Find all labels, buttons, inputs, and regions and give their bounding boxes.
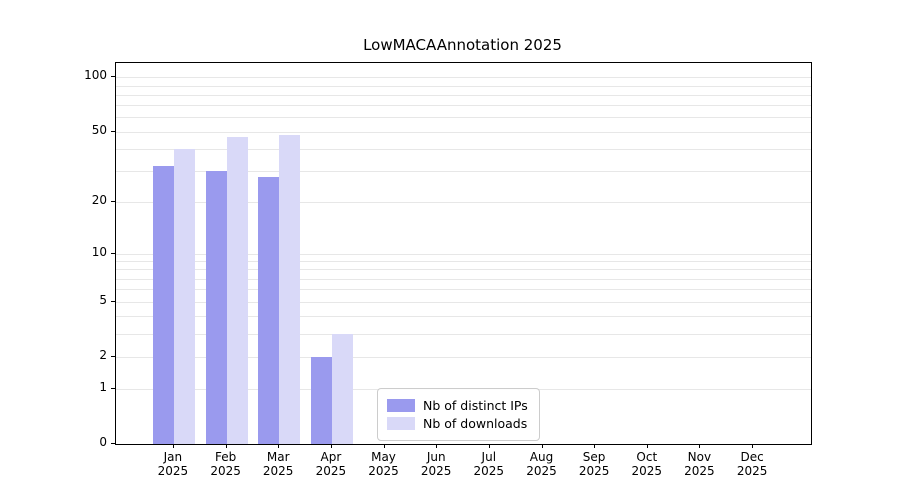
plot-area [115, 62, 812, 445]
x-tick-label-may: May 2025 [368, 450, 399, 479]
x-tick-mark [752, 444, 754, 448]
x-tick-mark [646, 444, 648, 448]
x-tick-mark [699, 444, 701, 448]
bar-feb-downloads [226, 136, 248, 444]
x-tick-mark [330, 444, 332, 448]
y-tick-label: 20 [91, 193, 107, 208]
legend-swatch-downloads [387, 417, 415, 430]
x-tick-label-mar: Mar 2025 [262, 450, 294, 479]
bar-jan-downloads [173, 149, 195, 444]
x-tick-mark [594, 444, 596, 448]
gridline [116, 117, 811, 119]
legend-entry-distinct-ips: Nb of distinct IPs [387, 398, 528, 413]
x-tick-mark [383, 444, 385, 448]
x-tick-mark [172, 444, 174, 448]
y-tick-mark [111, 201, 115, 203]
gridline [116, 77, 811, 79]
x-tick-label-dec: Dec 2025 [736, 450, 768, 479]
y-tick-label: 50 [91, 122, 107, 137]
bar-mar-downloads [279, 134, 301, 444]
y-tick-mark [111, 300, 115, 302]
x-tick-label-apr: Apr 2025 [315, 450, 347, 479]
bar-mar-distinct-ips [258, 176, 280, 444]
y-tick-mark [111, 387, 115, 389]
y-tick-label: 2 [99, 347, 107, 362]
x-tick-mark [278, 444, 280, 448]
y-tick-label: 10 [91, 244, 107, 259]
y-tick-label: 5 [99, 292, 107, 307]
legend-swatch-distinct-ips [387, 399, 415, 412]
y-tick-label: 1 [99, 379, 107, 394]
legend-label-distinct-ips: Nb of distinct IPs [423, 398, 528, 413]
y-tick-mark [111, 130, 115, 132]
bar-jan-distinct-ips [152, 166, 174, 444]
x-tick-label-jan: Jan 2025 [157, 450, 189, 479]
bar-apr-downloads [331, 333, 353, 444]
y-tick-mark [111, 252, 115, 254]
x-tick-mark [225, 444, 227, 448]
legend: Nb of distinct IPs Nb of downloads [377, 388, 540, 441]
y-tick-mark [111, 443, 115, 444]
chart-title: LowMACAAnnotation 2025 [363, 36, 562, 54]
gridline [116, 261, 811, 263]
gridline [116, 105, 811, 107]
gridline [116, 171, 811, 173]
x-tick-label-jul: Jul 2025 [473, 450, 505, 479]
y-tick-label: 0 [99, 435, 107, 449]
x-tick-mark [488, 444, 490, 448]
x-tick-label-jun: Jun 2025 [420, 450, 452, 479]
x-tick-label-nov: Nov 2025 [684, 450, 715, 479]
bar-feb-distinct-ips [205, 171, 227, 444]
y-tick-mark [111, 355, 115, 357]
x-tick-label-oct: Oct 2025 [631, 450, 663, 479]
gridline [116, 253, 811, 255]
gridline [116, 85, 811, 87]
legend-entry-downloads: Nb of downloads [387, 416, 528, 431]
bar-apr-distinct-ips [310, 356, 332, 444]
gridline [116, 356, 811, 358]
gridline [116, 269, 811, 271]
x-tick-label-feb: Feb 2025 [210, 450, 241, 479]
legend-label-downloads: Nb of downloads [423, 416, 528, 431]
gridline [116, 333, 811, 335]
x-tick-mark [436, 444, 438, 448]
y-tick-label: 100 [84, 68, 107, 83]
gridline [116, 202, 811, 204]
y-tick-mark [111, 76, 115, 78]
gridline [116, 149, 811, 150]
gridline [116, 289, 811, 291]
gridline [116, 131, 811, 133]
x-tick-mark [541, 444, 543, 448]
gridline [116, 278, 811, 280]
gridline [116, 316, 811, 318]
gridline [116, 94, 811, 96]
x-tick-label-aug: Aug 2025 [526, 450, 557, 479]
gridline [116, 301, 811, 303]
x-tick-label-sep: Sep 2025 [578, 450, 610, 479]
